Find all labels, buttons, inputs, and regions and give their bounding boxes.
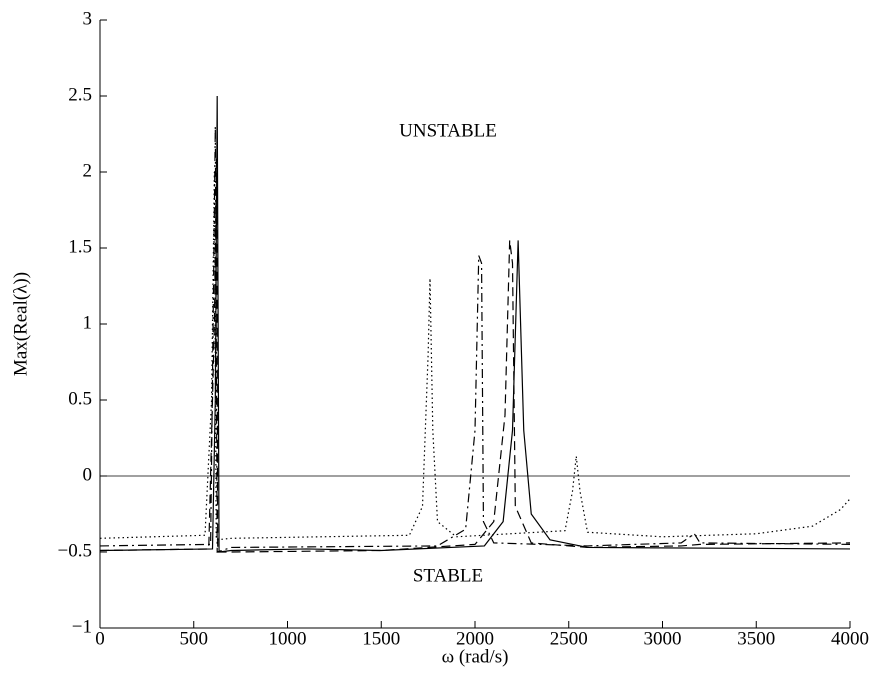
- y-tick-label: 0: [83, 464, 93, 485]
- y-tick-label: −1: [72, 616, 92, 637]
- data-line: [99, 95, 851, 553]
- x-tick-label: 500: [180, 628, 209, 649]
- x-tick-label: 4000: [831, 628, 869, 649]
- annotation: UNSTABLE: [399, 120, 497, 141]
- y-tick-label: 0.5: [68, 388, 92, 409]
- x-tick-label: 1500: [362, 628, 400, 649]
- x-tick-label: 0: [95, 628, 105, 649]
- x-tick-label: 2500: [550, 628, 588, 649]
- y-tick-label: −0.5: [58, 540, 92, 561]
- x-axis-label: ω (rad/s): [442, 646, 509, 667]
- annotation: STABLE: [413, 565, 483, 586]
- x-tick-label: 3000: [644, 628, 682, 649]
- y-tick-label: 1: [83, 312, 93, 333]
- y-tick-label: 1.5: [68, 236, 92, 257]
- y-tick-label: 2: [83, 160, 93, 181]
- x-tick-label: 1000: [269, 628, 307, 649]
- y-tick-label: 3: [83, 8, 93, 29]
- x-tick-label: 3500: [737, 628, 775, 649]
- x-tick-label: 2000: [456, 628, 494, 649]
- y-tick-label: 2.5: [68, 84, 92, 105]
- data-line: [99, 171, 851, 541]
- data-line: [99, 126, 851, 553]
- y-axis-label: Max(Real(λ)): [10, 272, 31, 376]
- data-line: [99, 156, 851, 553]
